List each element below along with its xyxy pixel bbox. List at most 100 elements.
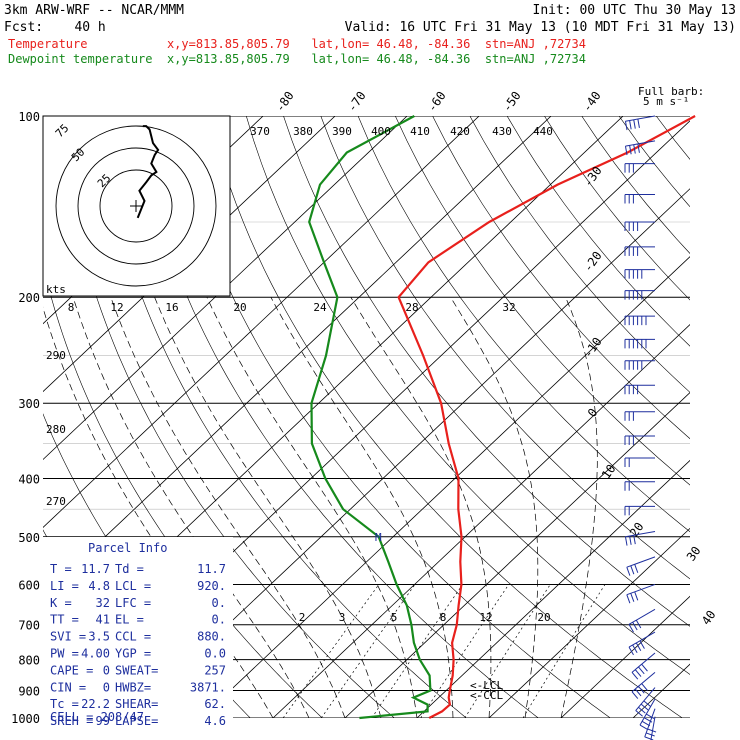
dry-adiabat [581, 116, 690, 254]
dry-adiabat [655, 116, 690, 160]
mixing-ratio-label: 12 [479, 611, 492, 624]
pressure-label: 200 [18, 291, 40, 305]
pressure-label: 500 [18, 531, 40, 545]
pressure-label: 400 [18, 472, 40, 486]
wind-barb-flag [638, 685, 645, 694]
wind-barb-flag [637, 118, 640, 128]
wind-barb [624, 246, 655, 256]
isotherm-label: 10 [599, 462, 619, 482]
parcel-info-value: 880. [197, 630, 226, 644]
parcel-info-value: 4.8 [88, 579, 110, 593]
dry-adiabat [731, 116, 740, 731]
dry-adiabat [432, 116, 690, 440]
wind-barb-flag [624, 121, 628, 131]
moist-adiabat [560, 297, 598, 718]
parcel-info-value: 41 [96, 613, 110, 627]
inset-axis-label: 28 [405, 301, 418, 314]
parcel-info-value: 0 [103, 680, 110, 694]
wind-barb [624, 360, 655, 370]
parcel-info-value: Tc = [50, 697, 79, 711]
wind-barbs [624, 115, 657, 740]
theta-e-label: 430 [492, 125, 512, 138]
wind-barb-shaft [644, 708, 656, 738]
barb-legend-line1: Full barb: [638, 85, 704, 98]
wind-barb-flag [634, 591, 639, 601]
model-title: 3km ARW-WRF -- NCAR/MMM [4, 3, 184, 18]
inset-axis-label: 16 [165, 301, 178, 314]
wind-barb-flag [640, 703, 649, 711]
wind-barb [624, 411, 655, 421]
parcel-info-value: 4.6 [204, 714, 226, 728]
parcel-info-value: TT = [50, 613, 79, 627]
theta-label: 270 [46, 495, 66, 508]
wind-barb-flag [639, 640, 645, 649]
mixing-ratio-line [522, 584, 606, 718]
wind-barb-flag [626, 566, 631, 576]
isotherm-label: -60 [425, 89, 449, 115]
barb-legend-line2: 5 m s⁻¹ [643, 95, 689, 108]
wind-barb-flag [624, 536, 628, 546]
parcel-info-value: LFC = [115, 596, 151, 610]
dry-adiabat [134, 116, 539, 718]
inset-axis-label: 24 [313, 301, 327, 314]
parcel-info-title: Parcel Info [88, 541, 167, 555]
wind-barb-flag [631, 691, 639, 699]
hodograph-ring [77, 147, 195, 265]
wind-barb [624, 221, 655, 232]
parcel-info-value: 11.7 [197, 562, 226, 576]
pressure-label: 700 [18, 619, 40, 633]
inset-axis-label: 20 [233, 301, 246, 314]
theta-e-label: 440 [533, 125, 553, 138]
parcel-info-value: 32 [96, 596, 110, 610]
mixing-ratio-label: 20 [537, 611, 550, 624]
isotherm-label: -40 [580, 89, 604, 115]
wind-barb [624, 115, 656, 131]
parcel-info-background [43, 537, 233, 724]
dewpoint-legend: Dewpoint temperature x,y=813.85,805.79 l… [8, 52, 586, 66]
wind-barb [631, 652, 656, 680]
wind-barb-shaft [639, 698, 656, 726]
wind-barb-shaft [628, 631, 656, 648]
theta-e-label: 370 [250, 125, 270, 138]
wind-barb-flag [626, 594, 631, 604]
isotherm-label: -20 [581, 249, 605, 275]
parcel-info-value: CIN = [50, 680, 86, 694]
parcel-info-value: 257 [204, 663, 226, 677]
isotherm [416, 459, 690, 718]
parcel-info-value: SVI = [50, 630, 86, 644]
wind-barb-shaft [631, 672, 656, 693]
wind-barb-flag [624, 146, 628, 156]
wind-barb [624, 481, 655, 491]
wind-barb-flag [638, 666, 645, 675]
isotherm [560, 595, 690, 718]
dry-adiabat [395, 116, 690, 486]
hodograph-units-label: kts [46, 283, 66, 296]
parcel-info-value: 920. [197, 579, 226, 593]
parcel-info-value: SHEAR= [115, 697, 158, 711]
mixing-ratio-line [282, 584, 380, 718]
hodograph-ring [55, 125, 217, 287]
isotherm [128, 188, 690, 718]
mixing-ratio-line [464, 584, 551, 718]
wind-barb [624, 140, 656, 156]
pressure-label: 1000 [11, 712, 40, 726]
init-time: Init: 00 UTC Thu 30 May 13 [533, 3, 737, 18]
pressure-label: 600 [18, 578, 40, 592]
wind-barb-shaft [631, 652, 656, 673]
wind-barb-flag [646, 713, 655, 720]
wind-barb-flag [628, 646, 634, 656]
parcel-info-value: LAPSE= [115, 714, 158, 728]
parcel-info-value: HWBZ= [115, 680, 151, 694]
wind-barb-flag [634, 688, 642, 697]
theta-e-label: 410 [410, 125, 430, 138]
dry-adiabat [469, 116, 690, 393]
wind-barb [626, 556, 656, 576]
wind-barb-flag [646, 732, 655, 737]
dry-adiabat [246, 116, 690, 675]
parcel-info-value: 0. [212, 613, 226, 627]
isotherm-label: -50 [500, 89, 524, 115]
wind-barb [624, 435, 655, 445]
temperature-legend: Temperature x,y=813.85,805.79 lat,lon= 4… [8, 37, 586, 51]
wind-barb [644, 708, 657, 740]
